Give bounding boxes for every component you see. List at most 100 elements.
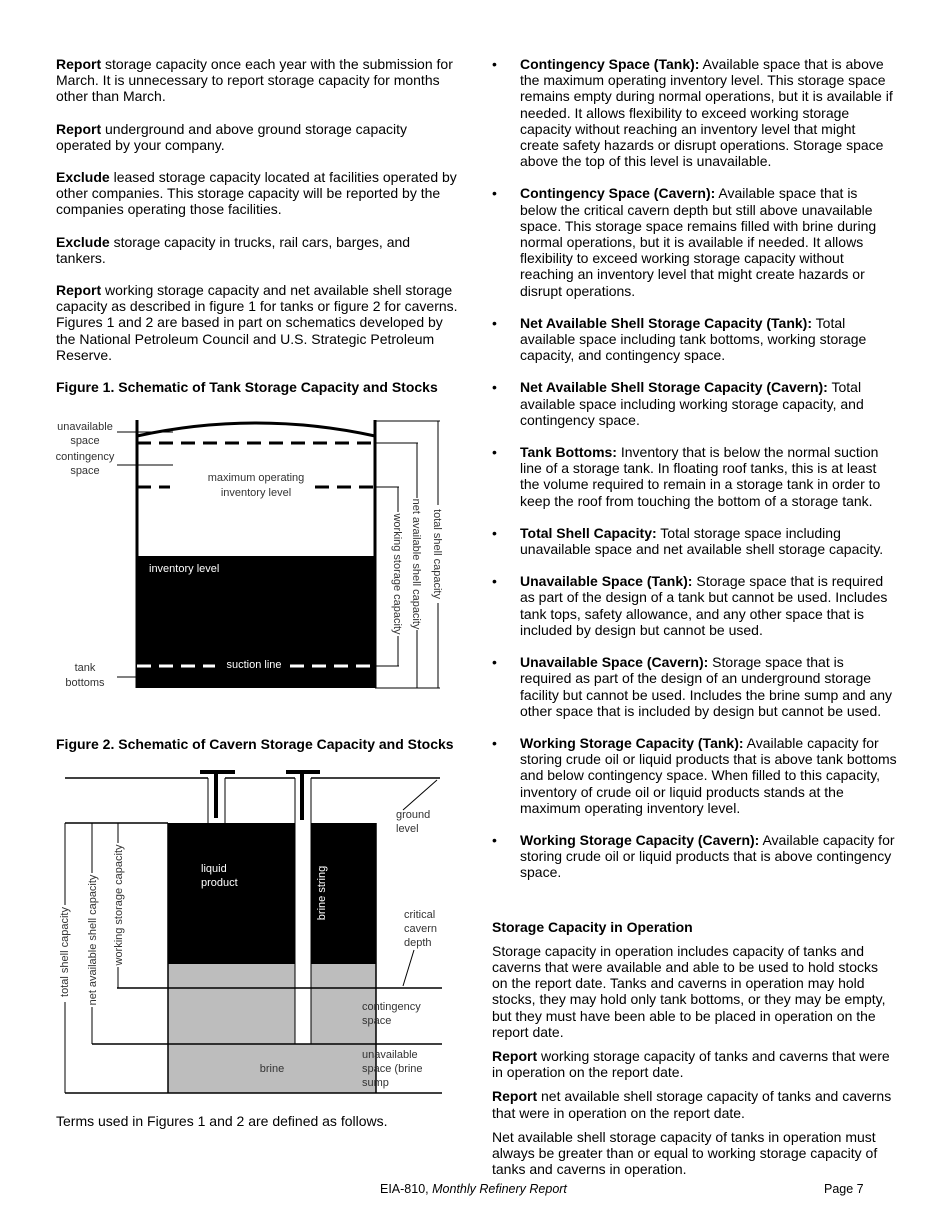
label-contingency-2: space <box>362 1015 391 1027</box>
label-net-capacity: net available shell capacity <box>410 499 422 630</box>
label-unavailable-2: space <box>70 435 99 447</box>
paragraph-text: net available shell storage capacity of … <box>492 1088 892 1121</box>
paragraph: Report underground and above ground stor… <box>56 121 461 153</box>
definition-text: Total storage space including unavailabl… <box>520 524 884 558</box>
definition-text: Available capacity for storing crude oil… <box>520 734 897 816</box>
definition-term: Contingency Space (Cavern): <box>520 185 716 202</box>
figure-1-caption: Figure 1. Schematic of Tank Storage Capa… <box>56 379 438 396</box>
definition-term: Net Available Shell Storage Capacity (Ca… <box>520 379 828 396</box>
definition-item: • Net Available Shell Storage Capacity (T… <box>492 315 897 364</box>
definition-item: • Contingency Space (Tank): Available spa… <box>492 56 897 169</box>
label-contingency: contingency <box>362 1001 421 1013</box>
footer-title: EIA-810, Monthly Refinery Report <box>380 1181 567 1197</box>
paragraph-lead: Report <box>56 120 102 137</box>
paragraph-text: working storage capacity and net availab… <box>56 282 458 363</box>
definition-term: Unavailable Space (Cavern): <box>520 654 709 671</box>
label-max-operating: maximum operating <box>208 472 305 484</box>
paragraph: Report working storage capacity and net … <box>56 282 461 363</box>
label-unavailable-2: space (brine <box>362 1063 423 1075</box>
label-working-capacity: working storage capacity <box>113 844 125 967</box>
definition-text: Inventory that is below the normal sucti… <box>520 444 881 509</box>
terms-note: Terms used in Figures 1 and 2 are define… <box>56 1113 388 1129</box>
label-liquid-product: liquid <box>201 863 227 875</box>
label-liquid-product-2: product <box>201 877 238 889</box>
paragraph: Net available shell storage capacity of … <box>492 1129 897 1178</box>
paragraph-text: working storage capacity of tanks and ca… <box>492 1047 890 1081</box>
label-unavailable: unavailable <box>57 421 113 433</box>
label-working-capacity: working storage capacity <box>391 512 403 635</box>
section-title: Storage Capacity in Operation <box>492 918 693 935</box>
definition-item: • Tank Bottoms: Inventory that is below t… <box>492 444 897 509</box>
label-contingency-2: space <box>70 465 99 477</box>
paragraph-lead: Exclude <box>56 169 110 186</box>
paragraph-text: storage capacity once each year with the… <box>56 56 453 105</box>
paragraph-lead: Report <box>56 282 102 299</box>
definition-term: Total Shell Capacity: <box>520 524 657 541</box>
paragraph-lead: Report <box>492 1088 538 1105</box>
definitions-list: • Contingency Space (Tank): Available spa… <box>492 56 897 881</box>
label-tank-bottoms-2: bottoms <box>65 677 105 689</box>
bullet: • <box>492 573 497 590</box>
label-contingency: contingency <box>56 451 115 463</box>
paragraph-text: leased storage capacity located at facil… <box>56 169 457 218</box>
label-net-capacity: net available shell capacity <box>87 874 99 1005</box>
page-number: Page 7 <box>824 1182 864 1196</box>
figure-1-tank-schematic: unavailable space contingency space maxi… <box>56 420 444 689</box>
label-unavailable: unavailable <box>362 1049 418 1061</box>
definition-item: • Unavailable Space (Tank): Storage space… <box>492 573 897 638</box>
footer-form: EIA-810, <box>380 1182 433 1196</box>
definition-text: Available capacity for storing crude oil… <box>520 831 895 881</box>
bullet: • <box>492 56 497 72</box>
bullet: • <box>492 654 497 671</box>
definition-text: Available space that is below the critic… <box>520 185 877 299</box>
paragraph-lead: Report <box>56 56 102 72</box>
definition-term: Working Storage Capacity (Cavern): <box>520 831 760 848</box>
figure-2-caption: Figure 2. Schematic of Cavern Storage Ca… <box>56 736 454 752</box>
definition-item: • Working Storage Capacity (Cavern): Avai… <box>492 832 897 881</box>
label-suction-line: suction line <box>226 659 281 671</box>
paragraph-text: storage capacity in trucks, rail cars, b… <box>56 233 411 266</box>
right-column: • Contingency Space (Tank): Available spa… <box>492 56 897 1185</box>
paragraph: Exclude storage capacity in trucks, rail… <box>56 234 461 266</box>
label-critical-depth-2: cavern <box>404 923 437 935</box>
definition-text: Available space that is above the maximu… <box>520 56 893 170</box>
figure-2-cavern-schematic: total shell capacity net available shell… <box>59 770 442 1094</box>
label-ground-level: ground <box>396 809 430 821</box>
definition-item: • Contingency Space (Cavern): Available s… <box>492 185 897 298</box>
bullet: • <box>492 185 497 202</box>
paragraph-text: underground and above ground storage cap… <box>56 120 408 153</box>
paragraph: Exclude leased storage capacity located … <box>56 169 461 218</box>
label-brine-string: brine string <box>316 866 328 920</box>
definition-term: Working Storage Capacity (Tank): <box>520 734 744 751</box>
paragraph: Report working storage capacity of tanks… <box>492 1048 897 1080</box>
label-ground-level-2: level <box>396 823 419 835</box>
paragraph-lead: Exclude <box>56 233 110 250</box>
definition-text: Total available space including working … <box>520 379 864 428</box>
label-inventory-level: inventory level <box>149 563 219 575</box>
paragraph: Report net available shell storage capac… <box>492 1088 897 1120</box>
bullet: • <box>492 314 497 331</box>
label-total-capacity: total shell capacity <box>59 907 71 997</box>
definition-term: Tank Bottoms: <box>520 444 617 461</box>
bullet: • <box>492 524 497 541</box>
paragraph: Report storage capacity once each year w… <box>56 56 461 105</box>
label-brine: brine <box>260 1063 284 1075</box>
definition-term: Unavailable Space (Tank): <box>520 573 693 590</box>
definition-term: Contingency Space (Tank): <box>520 56 700 72</box>
definition-item: • Total Shell Capacity: Total storage spa… <box>492 525 897 557</box>
paragraph-text: Net available shell storage capacity of … <box>492 1128 878 1178</box>
label-critical-depth: critical <box>404 909 435 921</box>
paragraph-lead: Report <box>492 1047 538 1064</box>
bullet: • <box>492 379 497 396</box>
definition-item: • Net Available Shell Storage Capacity (C… <box>492 379 897 428</box>
definition-text: Total available space including tank bot… <box>520 314 867 364</box>
bullet: • <box>492 831 497 848</box>
definition-item: • Working Storage Capacity (Tank): Availa… <box>492 735 897 816</box>
definition-text: Storage space that is required as part o… <box>520 654 893 719</box>
bullet: • <box>492 444 497 461</box>
definition-term: Net Available Shell Storage Capacity (Ta… <box>520 314 813 331</box>
label-tank-bottoms: tank <box>75 662 96 674</box>
definition-text: Storage space that is required as part o… <box>520 573 888 638</box>
left-column: Report storage capacity once each year w… <box>56 56 461 395</box>
